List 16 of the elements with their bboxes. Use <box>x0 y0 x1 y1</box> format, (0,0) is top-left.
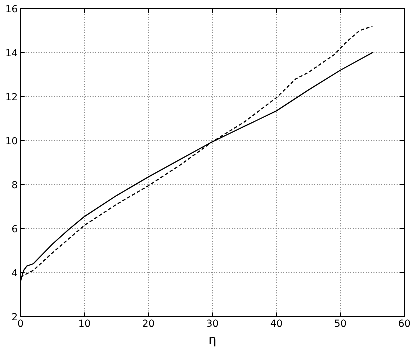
y-tick-label: 14 <box>6 49 18 57</box>
x-tick-label: 20 <box>143 320 154 328</box>
x-tick-label: 0 <box>18 320 24 328</box>
x-tick-label: 40 <box>270 320 282 328</box>
y-tick-label: 16 <box>6 5 18 13</box>
x-tick-label: 30 <box>207 320 218 328</box>
y-tick-label: 10 <box>6 137 18 145</box>
y-tick-label: 4 <box>12 269 18 277</box>
x-tick-label: 10 <box>80 320 90 328</box>
y-tick-label: 12 <box>6 93 17 101</box>
y-tick-label: 2 <box>12 313 17 321</box>
x-tick-label: 50 <box>335 320 346 328</box>
x-axis-title: η <box>210 337 216 347</box>
y-tick-label: 8 <box>12 181 18 189</box>
x-tick-label: 60 <box>399 320 410 328</box>
y-tick-label: 6 <box>12 225 18 233</box>
